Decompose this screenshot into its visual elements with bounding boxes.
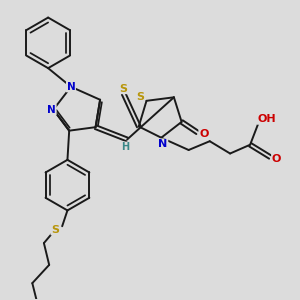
Text: N: N bbox=[67, 82, 75, 92]
Text: S: S bbox=[136, 92, 144, 102]
Text: S: S bbox=[51, 225, 59, 235]
Text: OH: OH bbox=[257, 114, 276, 124]
Text: H: H bbox=[121, 142, 130, 152]
Text: N: N bbox=[47, 105, 56, 115]
Text: S: S bbox=[119, 83, 127, 94]
Text: O: O bbox=[272, 154, 281, 164]
Text: N: N bbox=[158, 139, 168, 149]
Text: O: O bbox=[199, 129, 208, 139]
